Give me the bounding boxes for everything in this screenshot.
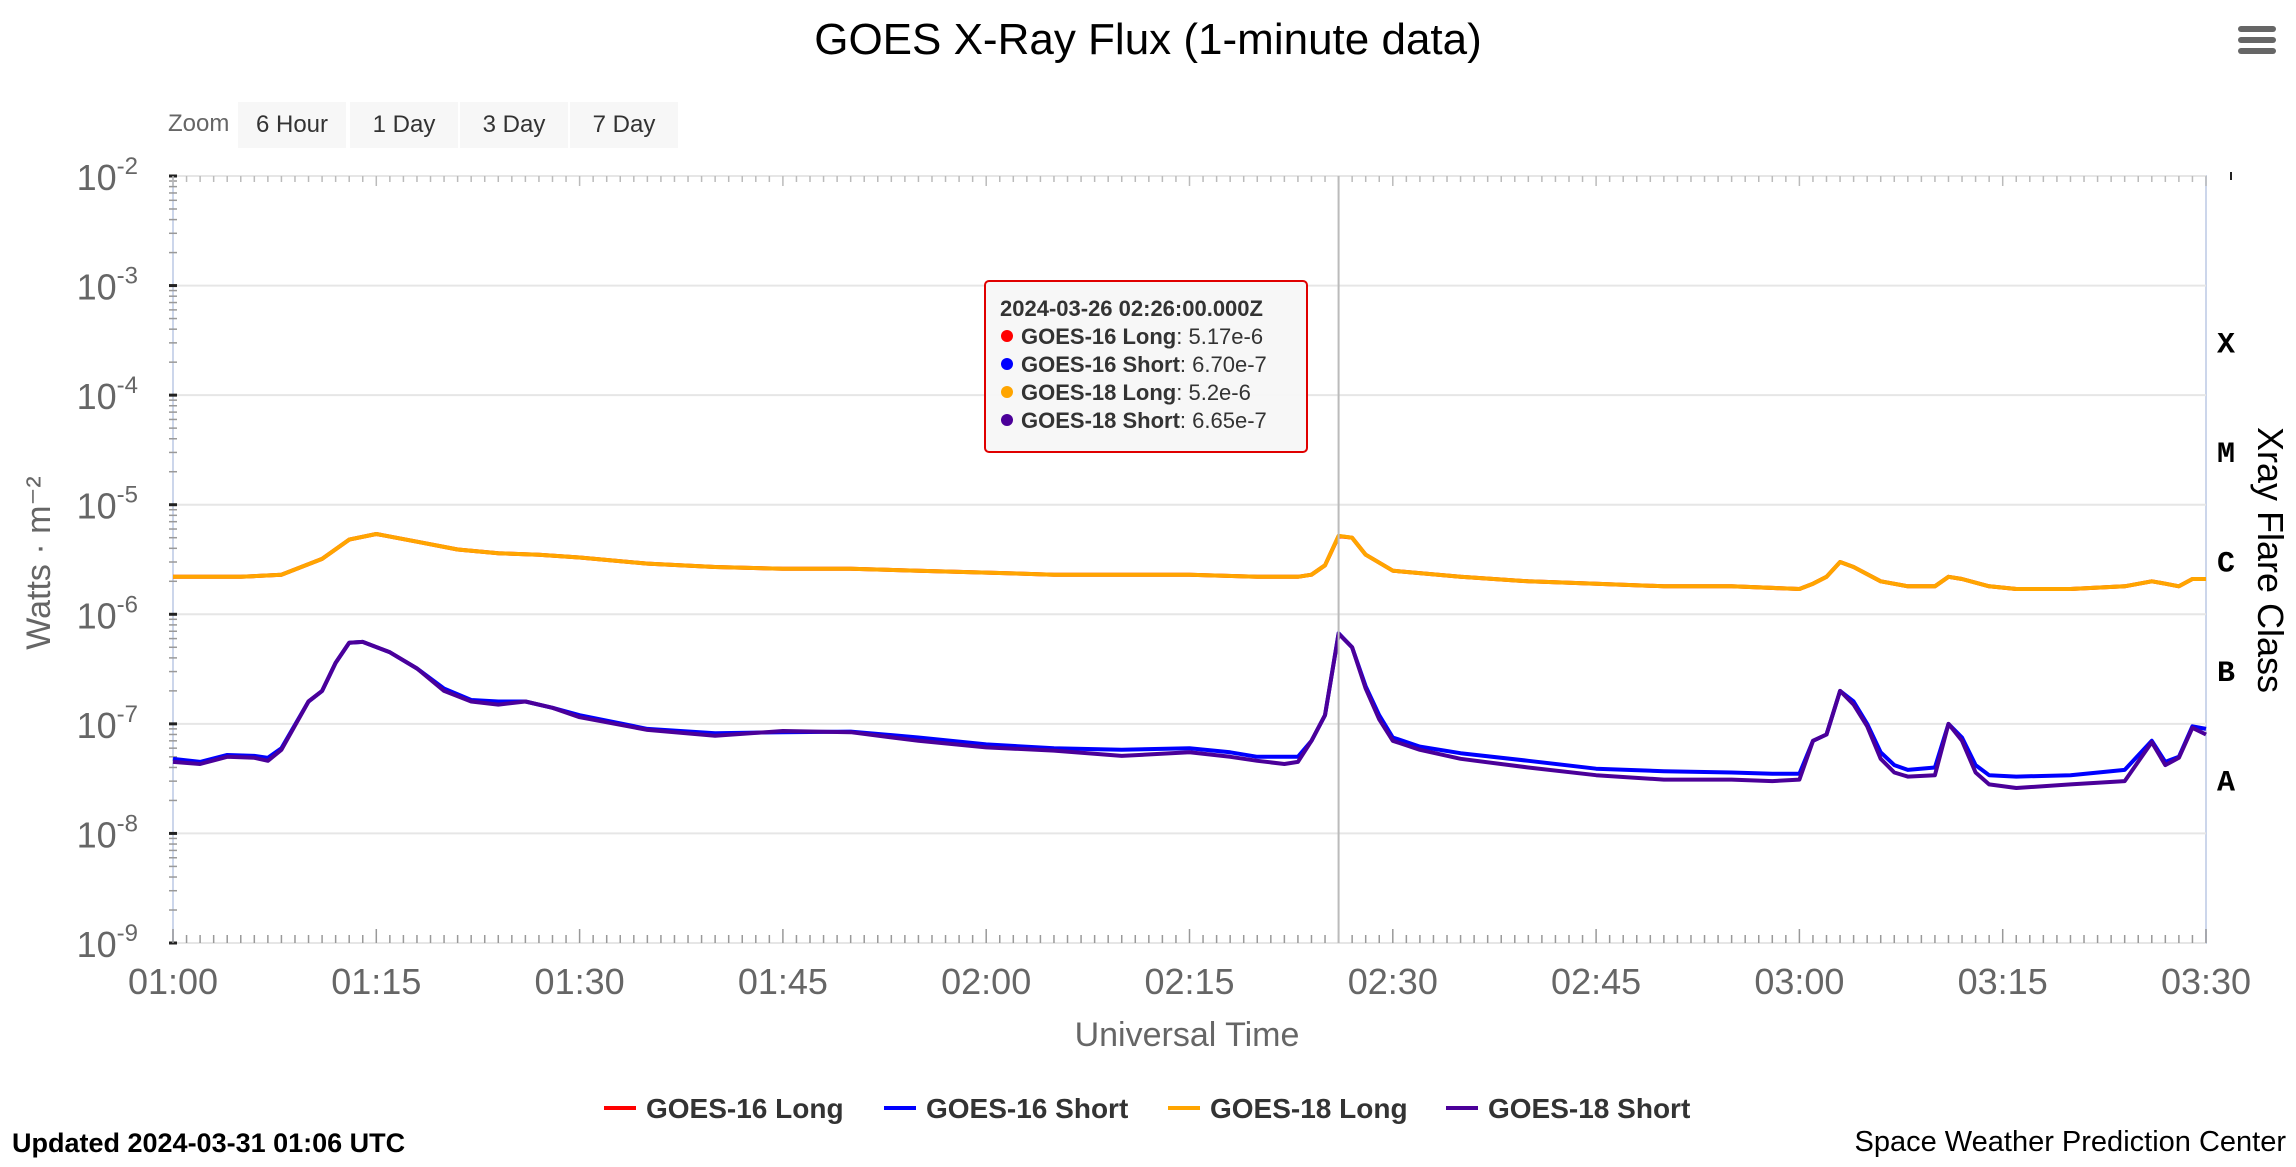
- menu-bar-icon: [2238, 48, 2276, 54]
- y-tick-label: 10-3: [77, 263, 138, 308]
- legend-item[interactable]: GOES-18 Short: [1446, 1093, 1690, 1124]
- x-tick-label: 03:30: [2161, 961, 2251, 1002]
- y-tick-label: 10-9: [77, 920, 138, 965]
- chart-menu-button[interactable]: [2238, 26, 2276, 60]
- tooltip-series-name: GOES-18 Short: [1021, 408, 1181, 433]
- zoom-3-day-button[interactable]: 3 Day: [460, 102, 568, 148]
- y-axis: 10-9 10-8 10-7 10-6 10-5 10-4 10-3 10-2: [77, 153, 177, 965]
- y-tick-label: 10-6: [77, 591, 138, 636]
- chart-title: GOES X-Ray Flux (1-minute data): [814, 15, 1482, 64]
- y-axis-title: Watts · m⁻²: [20, 476, 58, 649]
- credit-text: Space Weather Prediction Center: [1854, 1126, 2286, 1158]
- tooltip-row: GOES-18 Long: 5.2e-6: [1021, 380, 1251, 405]
- x-tick-label: 01:45: [738, 961, 828, 1002]
- menu-bar-icon: [2238, 26, 2276, 32]
- y-tick-label: 10-7: [77, 701, 138, 746]
- legend-label: GOES-16 Short: [926, 1093, 1128, 1124]
- menu-bar-icon: [2238, 37, 2276, 43]
- series-lines: [172, 532, 2207, 790]
- x-tick-label: 01:30: [535, 961, 625, 1002]
- zoom-1-day-button[interactable]: 1 Day: [350, 102, 458, 148]
- x-tick-label: 03:00: [1754, 961, 1844, 1002]
- y-tick-label: 10-2: [77, 153, 138, 198]
- series-line-goes-16-short: [172, 631, 2207, 779]
- flare-class-label: M: [2217, 438, 2235, 472]
- tooltip-series-value: : 5.2e-6: [1176, 380, 1251, 405]
- tooltip-series-dot: [1001, 358, 1013, 370]
- x-axis: 01:00 01:15 01:30 01:45 02:00 02:15 02:30 02:45…: [128, 176, 2251, 1002]
- flare-class-label: X: [2217, 328, 2235, 362]
- tooltip-row: GOES-18 Short: 6.65e-7: [1021, 408, 1267, 433]
- tooltip-series-dot: [1001, 386, 1013, 398]
- y-tick-label: 10-5: [77, 482, 138, 527]
- x-tick-label: 01:00: [128, 961, 218, 1002]
- legend-label: GOES-18 Short: [1488, 1093, 1690, 1124]
- zoom-6-hour-button[interactable]: 6 Hour: [238, 102, 346, 148]
- tooltip-series-name: GOES-16 Short: [1021, 352, 1181, 377]
- series-line-goes-16-long: [173, 532, 2206, 591]
- y-tick-label: 10-8: [77, 810, 138, 855]
- legend-label: GOES-16 Long: [646, 1093, 844, 1124]
- legend: GOES-16 Long GOES-16 Short GOES-18 Long GOE…: [604, 1093, 1690, 1124]
- x-tick-label: 02:45: [1551, 961, 1641, 1002]
- flare-class-axis: A B C M X: [2217, 172, 2235, 801]
- tooltip-series-name: GOES-16 Long: [1021, 324, 1176, 349]
- y2-axis-title: Xray Flare Class: [2250, 427, 2291, 693]
- x-tick-label: 01:15: [331, 961, 421, 1002]
- tooltip: 2024-03-26 02:26:00.000Z GOES-16 Long: 5…: [984, 280, 1308, 453]
- series-line-goes-18-short: [172, 631, 2207, 790]
- flare-class-label: A: [2217, 767, 2235, 801]
- x-axis-title: Universal Time: [1075, 1016, 1300, 1054]
- tooltip-series-value: : 5.17e-6: [1176, 324, 1263, 349]
- tooltip-series-value: : 6.65e-7: [1180, 408, 1267, 433]
- tooltip-series-dot: [1001, 414, 1013, 426]
- x-tick-label: 02:00: [941, 961, 1031, 1002]
- tooltip-box: [984, 280, 1308, 453]
- tooltip-series-dot: [1001, 330, 1013, 342]
- y-axis-minor-ticks: [169, 180, 177, 911]
- tooltip-series-name: GOES-18 Long: [1021, 380, 1176, 405]
- legend-item[interactable]: GOES-18 Long: [1168, 1093, 1408, 1124]
- y-tick-label: 10-4: [77, 372, 138, 417]
- legend-item[interactable]: GOES-16 Short: [884, 1093, 1128, 1124]
- series-line-goes-18-long: [173, 532, 2206, 591]
- tooltip-series-value: : 6.70e-7: [1180, 352, 1267, 377]
- x-tick-label: 03:15: [1958, 961, 2048, 1002]
- tooltip-row: GOES-16 Long: 5.17e-6: [1021, 324, 1263, 349]
- updated-timestamp: Updated 2024-03-31 01:06 UTC: [12, 1128, 406, 1158]
- legend-item[interactable]: GOES-16 Long: [604, 1093, 844, 1124]
- zoom-label: Zoom: [168, 110, 230, 137]
- tooltip-row: GOES-16 Short: 6.70e-7: [1021, 352, 1267, 377]
- flare-class-label: B: [2217, 657, 2235, 691]
- tooltip-time: 2024-03-26 02:26:00.000Z: [1000, 296, 1263, 321]
- x-tick-label: 02:15: [1144, 961, 1234, 1002]
- legend-label: GOES-18 Long: [1210, 1093, 1408, 1124]
- flare-class-label: C: [2217, 547, 2235, 581]
- zoom-7-day-button[interactable]: 7 Day: [570, 102, 678, 148]
- x-tick-label: 02:30: [1348, 961, 1438, 1002]
